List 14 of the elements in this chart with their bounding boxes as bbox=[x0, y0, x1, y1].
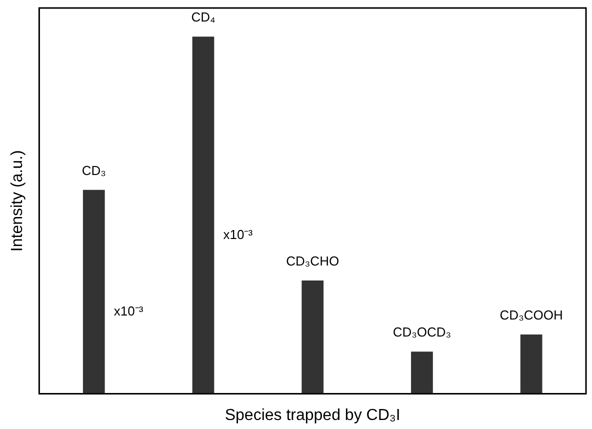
bar bbox=[411, 352, 433, 394]
y-axis-title: Intensity (a.u.) bbox=[9, 150, 26, 252]
bar bbox=[82, 190, 105, 394]
x-tick-label: CD₄ bbox=[191, 10, 216, 25]
bar bbox=[520, 334, 542, 394]
x-axis-title: Species trapped by CD₃I bbox=[224, 406, 400, 424]
bar bbox=[302, 280, 324, 394]
bar bbox=[192, 36, 214, 394]
x-tick-label: CD₃OCD₃ bbox=[392, 324, 452, 340]
annotation: x10⁻³ bbox=[223, 226, 254, 242]
x-tick-label: CD₃COOH bbox=[500, 308, 563, 323]
x-tick-label: CD₃CHO bbox=[286, 254, 340, 269]
x-tick-label: CD₃ bbox=[82, 162, 106, 178]
annotation: x10⁻³ bbox=[114, 303, 144, 318]
